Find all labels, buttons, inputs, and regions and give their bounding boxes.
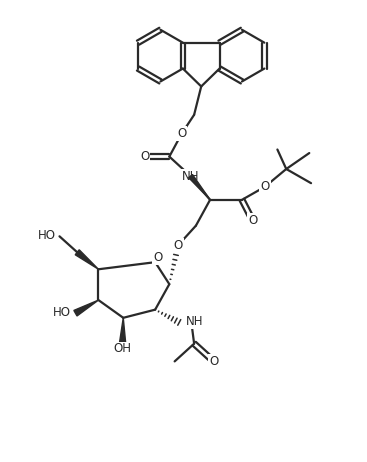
Text: O: O bbox=[248, 214, 257, 227]
Polygon shape bbox=[75, 250, 98, 269]
Text: O: O bbox=[260, 180, 270, 193]
Polygon shape bbox=[119, 318, 126, 344]
Polygon shape bbox=[74, 300, 98, 316]
Text: O: O bbox=[174, 239, 183, 252]
Text: NH: NH bbox=[182, 170, 199, 182]
Text: HO: HO bbox=[38, 229, 56, 242]
Text: HO: HO bbox=[53, 306, 71, 319]
Text: O: O bbox=[177, 127, 186, 140]
Text: OH: OH bbox=[113, 342, 131, 355]
Text: O: O bbox=[140, 150, 149, 163]
Polygon shape bbox=[189, 175, 210, 200]
Text: O: O bbox=[209, 355, 218, 368]
Text: NH: NH bbox=[186, 315, 203, 328]
Text: O: O bbox=[153, 251, 163, 264]
